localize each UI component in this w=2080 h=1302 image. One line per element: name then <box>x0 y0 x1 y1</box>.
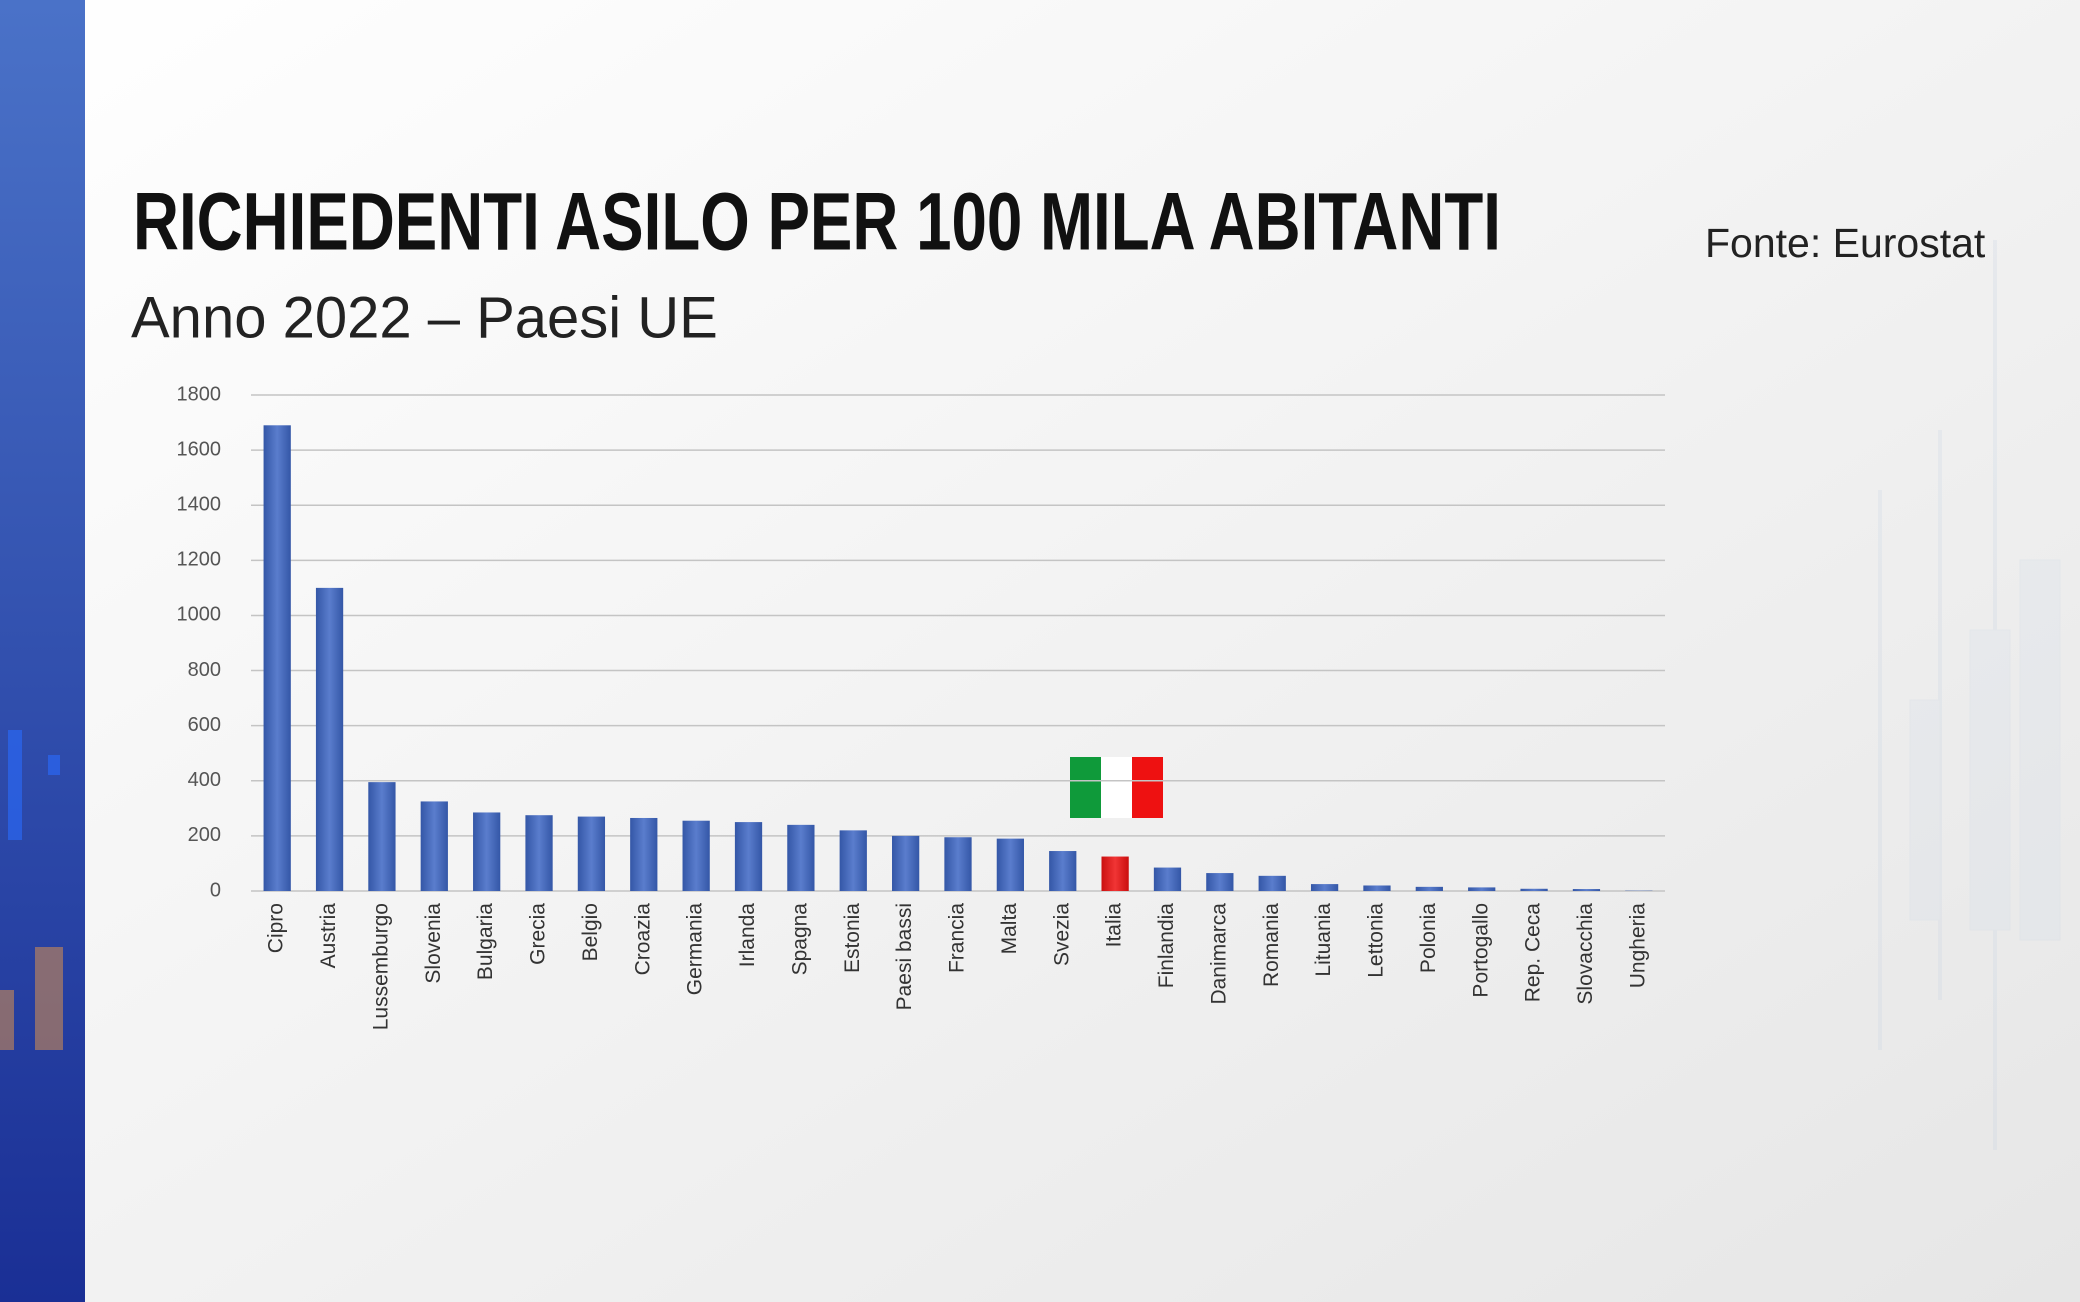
y-tick-label: 800 <box>188 659 221 681</box>
bar-shade <box>1258 875 1286 891</box>
bar-shade <box>1363 885 1391 891</box>
x-tick-label: Austria <box>317 903 340 969</box>
x-tick-label: Ungheria <box>1626 903 1649 989</box>
x-tick-label: Danimarca <box>1207 903 1230 1005</box>
x-tick-label: Polonia <box>1417 903 1440 973</box>
y-tick-label: 400 <box>188 769 221 791</box>
bar-shade <box>1101 856 1129 891</box>
bar-shade <box>1415 886 1443 891</box>
y-tick-label: 600 <box>188 714 221 736</box>
x-tick-label: Cipro <box>265 903 288 953</box>
x-tick-label: Finlandia <box>1155 903 1178 989</box>
x-tick-label: Bulgaria <box>474 903 497 980</box>
italy-flag <box>1070 757 1163 818</box>
x-tick-label: Lettonia <box>1365 903 1388 978</box>
chart-title: RICHIEDENTI ASILO PER 100 MILA ABITANTI <box>133 177 1501 268</box>
bar-shade <box>682 820 710 891</box>
decoration <box>1878 240 2061 1150</box>
bar-shade <box>473 812 501 891</box>
x-tick-label: Malta <box>998 903 1021 955</box>
bar-shade <box>368 782 396 891</box>
bar-shade <box>1572 889 1601 891</box>
y-tick-label: 1600 <box>177 438 222 460</box>
bar-shade <box>630 817 658 891</box>
x-tick-label: Slovacchia <box>1574 903 1597 1005</box>
x-tick-label: Slovenia <box>422 903 445 984</box>
x-tick-label: Lituania <box>1312 903 1335 977</box>
bar-shade <box>420 801 448 891</box>
chart-subtitle: Anno 2022 – Paesi UE <box>131 285 718 350</box>
y-tick-label: 1800 <box>177 383 222 405</box>
x-tick-label: Spagna <box>788 903 811 976</box>
x-tick-label: Romania <box>1260 903 1283 987</box>
x-tick-label: Irlanda <box>736 903 759 968</box>
x-tick-label: Croazia <box>631 903 654 976</box>
x-tick-label: Paesi bassi <box>893 903 916 1010</box>
x-tick-label: Francia <box>946 903 969 973</box>
bar-shade <box>734 822 763 891</box>
y-tick-label: 0 <box>210 879 221 901</box>
x-tick-label: Germania <box>684 903 707 996</box>
x-tick-label: Rep. Ceca <box>1522 903 1545 1003</box>
x-tick-label: Belgio <box>579 903 602 961</box>
bar-shade <box>787 824 815 891</box>
bar-shade <box>1310 884 1339 891</box>
bar-shade <box>577 816 606 891</box>
bar-shade <box>1153 867 1182 891</box>
source: Fonte: Eurostat <box>1705 220 1986 266</box>
side-decoration <box>0 730 63 1050</box>
bar-shade <box>1468 887 1496 891</box>
x-tick-label: Italia <box>1103 903 1126 948</box>
y-tick-label: 200 <box>188 824 221 846</box>
bar-shade <box>1049 851 1077 891</box>
bar-shade <box>839 830 867 891</box>
side-panel <box>0 0 85 1302</box>
bar-shade <box>996 838 1024 891</box>
bar-shade <box>944 837 972 891</box>
x-tick-label: Estonia <box>841 903 864 973</box>
x-tick-label: Grecia <box>527 903 550 965</box>
bar-shade <box>315 587 344 891</box>
y-tick-label: 1000 <box>177 604 222 626</box>
y-tick-label: 1400 <box>177 494 222 516</box>
x-tick-label: Portogallo <box>1469 903 1492 998</box>
bar-shade <box>892 835 920 891</box>
bar-shade <box>263 425 291 891</box>
bar-shade <box>1520 888 1548 891</box>
bar-shade <box>1206 873 1234 891</box>
y-tick-label: 1200 <box>177 549 222 571</box>
x-tick-label: Svezia <box>1050 903 1073 966</box>
bar-shade <box>525 815 553 891</box>
x-tick-label: Lussemburgo <box>369 903 392 1030</box>
